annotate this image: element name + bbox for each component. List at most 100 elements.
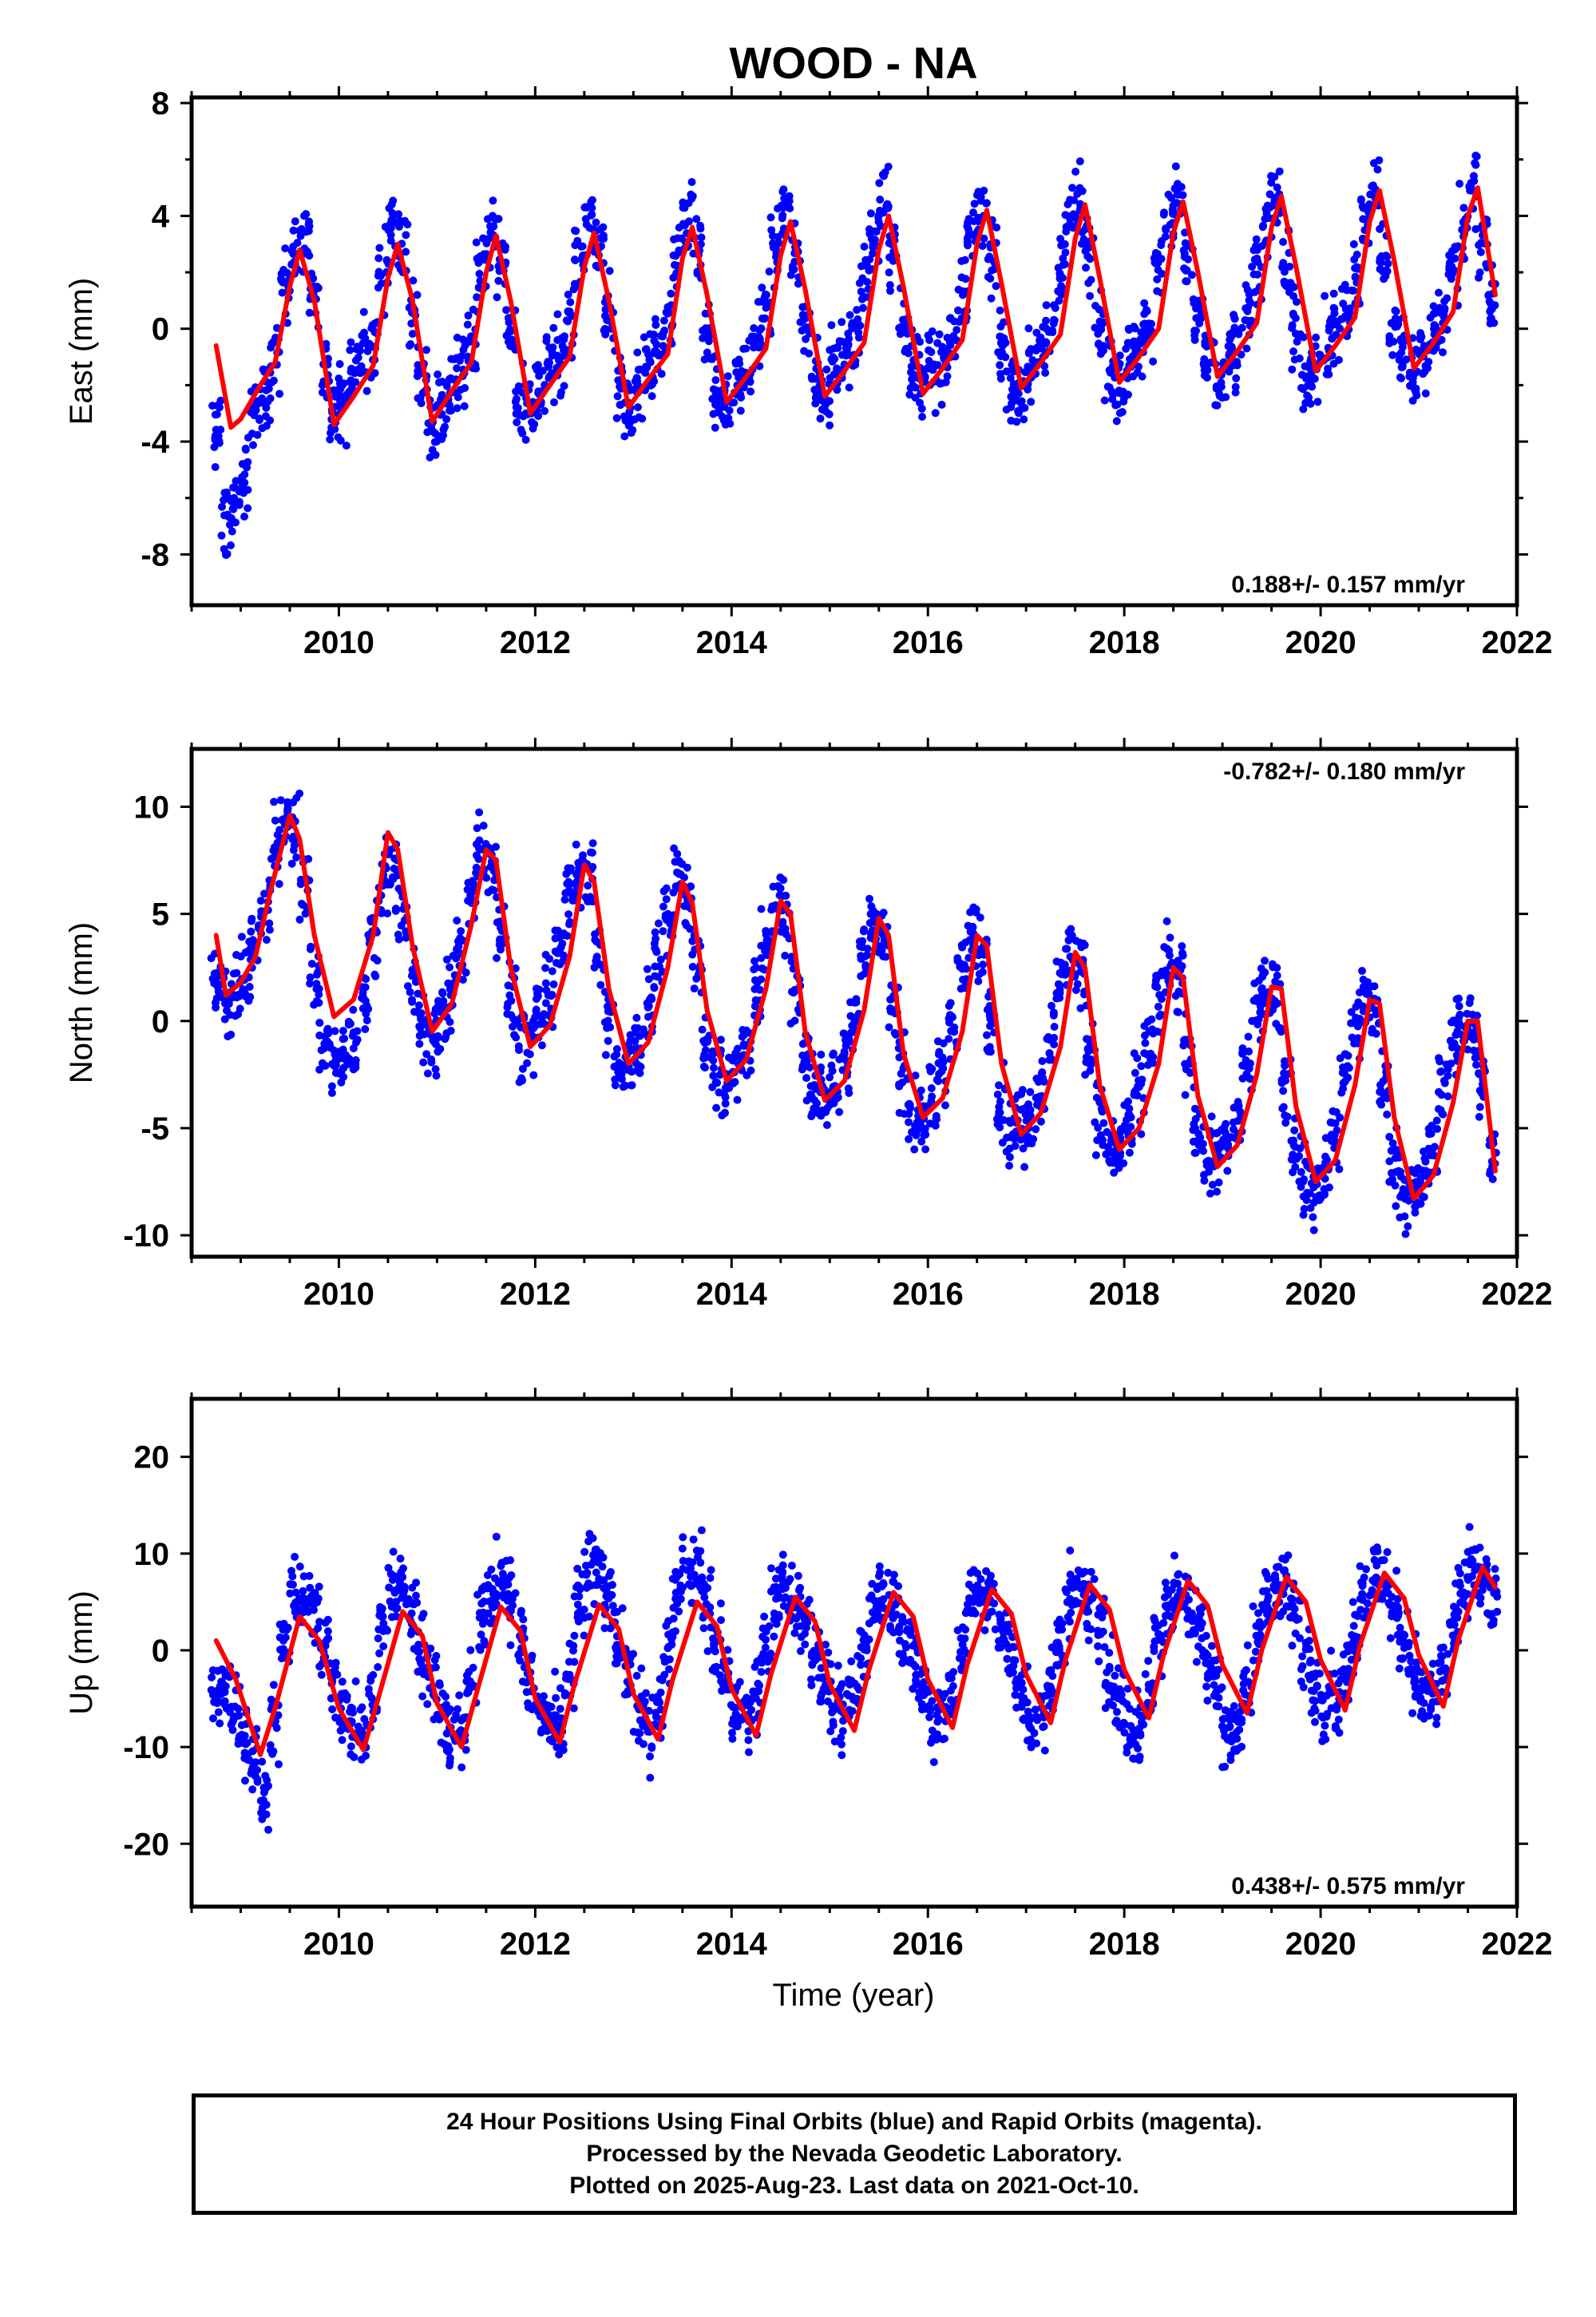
data-point — [1200, 1176, 1209, 1185]
data-point — [570, 1631, 579, 1640]
data-point — [571, 226, 579, 235]
data-point — [1164, 190, 1173, 199]
data-point — [1368, 182, 1376, 191]
data-point — [654, 919, 663, 928]
data-point — [1162, 917, 1171, 925]
data-point — [592, 218, 600, 227]
data-point — [361, 334, 370, 343]
data-point — [1096, 350, 1105, 358]
data-point — [276, 796, 285, 805]
data-point — [1340, 1079, 1348, 1087]
data-point — [1268, 960, 1277, 968]
data-point — [552, 1743, 561, 1752]
data-point — [832, 1094, 841, 1103]
data-point — [769, 882, 778, 891]
data-point — [446, 1754, 454, 1762]
data-point — [659, 902, 667, 911]
data-point — [1122, 344, 1131, 353]
data-point — [391, 906, 400, 915]
data-point — [514, 409, 523, 418]
data-point — [1309, 1213, 1317, 1222]
data-point — [446, 406, 455, 414]
data-point — [651, 315, 659, 323]
data-point — [1379, 1089, 1388, 1098]
fit-line — [213, 185, 1498, 430]
data-point — [1265, 214, 1273, 223]
data-point — [1042, 339, 1050, 348]
data-point — [217, 531, 226, 540]
data-point — [297, 224, 306, 233]
data-point — [697, 233, 706, 242]
data-point — [912, 1131, 921, 1139]
data-point — [1449, 1040, 1458, 1048]
data-point — [711, 1078, 720, 1087]
data-point — [1162, 224, 1170, 233]
data-point — [342, 442, 350, 450]
data-point — [297, 899, 306, 908]
data-point — [560, 382, 568, 390]
data-point — [987, 294, 996, 303]
data-point — [1057, 241, 1066, 250]
data-point — [766, 213, 775, 222]
data-point — [1189, 1126, 1198, 1135]
data-point — [1094, 1123, 1103, 1132]
data-point — [633, 377, 642, 386]
data-point — [328, 1705, 337, 1713]
data-point — [573, 1600, 582, 1609]
data-point — [521, 435, 530, 444]
data-point — [502, 306, 510, 315]
data-point — [224, 1032, 232, 1040]
data-point — [1404, 1222, 1412, 1230]
data-point — [327, 1082, 336, 1091]
data-point — [1309, 1226, 1318, 1234]
data-point — [337, 1078, 346, 1087]
data-point — [688, 937, 697, 945]
data-point — [335, 360, 344, 368]
y-tick-label: 4 — [152, 199, 170, 234]
data-point — [1214, 1178, 1223, 1186]
data-point — [1432, 1116, 1441, 1125]
data-point — [604, 1016, 612, 1025]
data-point — [997, 1116, 1005, 1125]
data-point — [857, 287, 865, 296]
data-point — [377, 909, 386, 917]
data-point — [651, 962, 659, 971]
data-point — [1297, 1168, 1305, 1176]
data-point — [523, 1048, 532, 1057]
data-point — [869, 249, 877, 258]
data-point — [1370, 982, 1379, 991]
data-point — [1451, 1031, 1460, 1040]
data-point — [479, 822, 488, 830]
data-point — [1349, 240, 1358, 248]
data-point — [928, 1064, 937, 1073]
data-point — [331, 1062, 339, 1071]
data-point — [908, 375, 917, 384]
data-point — [870, 236, 879, 244]
data-point — [315, 1019, 324, 1028]
data-point — [1388, 351, 1397, 359]
data-point — [240, 1732, 249, 1740]
data-point — [326, 435, 335, 444]
data-point — [1036, 1117, 1045, 1126]
data-point — [560, 895, 569, 904]
data-point — [1091, 302, 1099, 310]
data-point — [306, 1583, 315, 1592]
data-point — [905, 1110, 913, 1119]
data-point — [1140, 299, 1149, 307]
data-point — [822, 1121, 831, 1130]
data-point — [1020, 1162, 1029, 1171]
data-point — [1435, 1054, 1443, 1063]
data-point — [1328, 1119, 1337, 1127]
data-point — [1350, 1039, 1359, 1048]
data-point — [414, 1001, 423, 1010]
data-point — [778, 188, 787, 196]
data-point — [1376, 258, 1385, 267]
data-point — [651, 934, 660, 943]
data-point — [1333, 1126, 1341, 1135]
data-point — [1100, 396, 1109, 405]
data-point — [1297, 383, 1305, 392]
panel-east: 2010 2012 2014 2016 2018 2020 2022-8-4048East … — [64, 86, 1552, 660]
data-point — [587, 197, 596, 206]
data-point — [1487, 304, 1495, 313]
